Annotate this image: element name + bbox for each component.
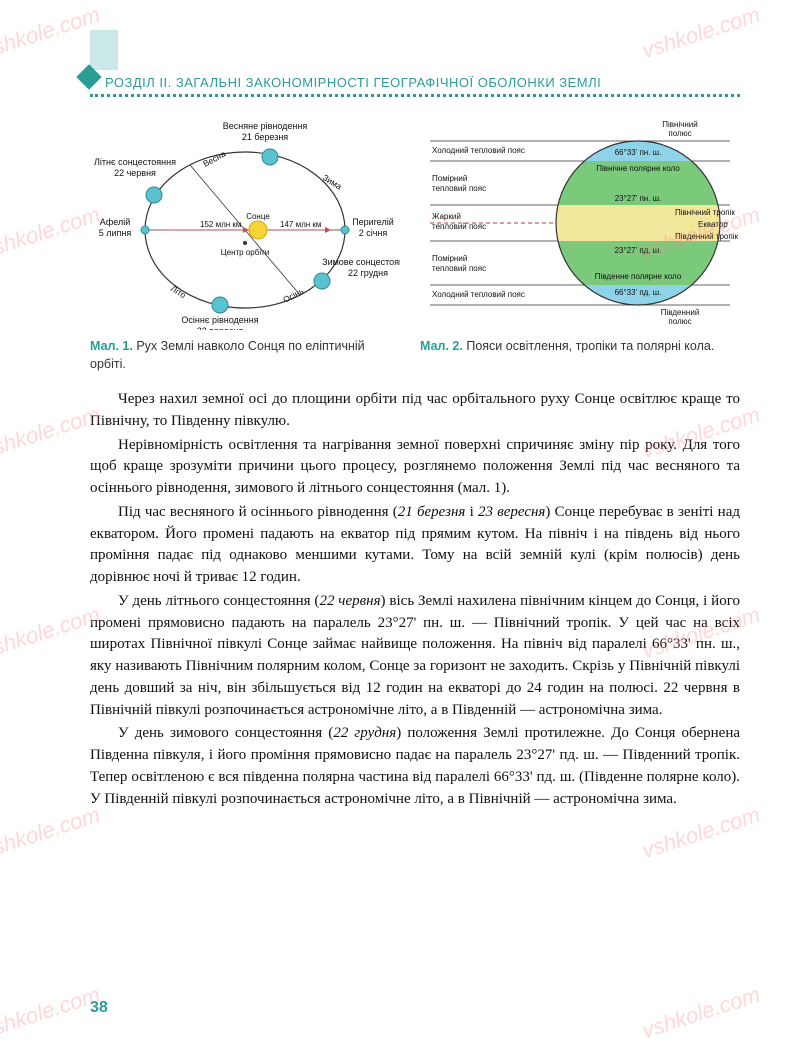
lat-2327s: 23°27' пд. ш.	[615, 246, 662, 255]
fig2-caption-text: Пояси освітлення, тропіки та полярні кол…	[466, 339, 714, 353]
fig2-caption: Мал. 2. Пояси освітлення, тропіки та пол…	[420, 338, 740, 356]
cold-belt-n: Холодний тепловий пояс	[432, 146, 525, 155]
para-1: Через нахил земної осі до площини орбіти…	[90, 389, 740, 433]
north-pole: Північнийполюс	[662, 120, 698, 138]
south-pole: Південнийполюс	[661, 308, 700, 326]
equator: Екватор	[698, 220, 728, 229]
n-tropic: Північний тропік	[675, 208, 735, 217]
fig1-caption: Мал. 1. Рух Землі навколо Сонця по еліпт…	[90, 338, 400, 373]
autumn-eq-date: 23 вересня	[197, 326, 244, 330]
perihelion-dist: 147 млн км	[280, 220, 321, 229]
season-spring: Весна	[201, 149, 227, 169]
zones-diagram: Холодний тепловий пояс Помірнийтепловий …	[420, 115, 740, 330]
s-tropic: Південний тропік	[675, 232, 738, 241]
aphelion-label: Афелій	[100, 217, 131, 227]
lat-6633n: 66°33' пн. ш.	[615, 148, 662, 157]
sun-label: Сонце	[246, 212, 270, 221]
antarctic-circle: Південне полярне коло	[595, 272, 682, 281]
autumn-eq-label: Осіннє рівнодення	[181, 315, 258, 325]
para-4: У день літнього сонцестояння (22 червня)…	[90, 591, 740, 722]
para-3: Під час весняного й осіннього рівнодення…	[90, 502, 740, 589]
temp-belt-s: Помірнийтепловий пояс	[432, 254, 486, 273]
orbit-diagram: Сонце Центр орбіти 152 млн км 147 млн км…	[90, 115, 400, 330]
para-5: У день зимового сонцестояння (22 грудня)…	[90, 723, 740, 810]
figure-zones: Холодний тепловий пояс Помірнийтепловий …	[420, 115, 740, 373]
header-tab-decor	[90, 30, 118, 70]
hot-belt: Жаркийтепловий пояс	[432, 212, 486, 231]
aphelion-dist: 152 млн км	[200, 220, 241, 229]
page-number: 38	[90, 999, 108, 1017]
perihelion-label: Перигелій	[352, 217, 394, 227]
lat-2327n: 23°27' пн. ш.	[615, 194, 662, 203]
winter-sol-label: Зимове сонцестояння	[322, 257, 400, 267]
cold-belt-s: Холодний тепловий пояс	[432, 290, 525, 299]
aphelion-date: 5 липня	[99, 228, 132, 238]
header-rule	[90, 94, 740, 97]
season-summer: Літо	[169, 283, 188, 300]
perihelion-date: 2 січня	[359, 228, 388, 238]
spring-eq-date: 21 березня	[242, 132, 288, 142]
temp-belt-n: Помірнийтепловий пояс	[432, 174, 486, 193]
winter-sol-date: 22 грудня	[348, 268, 388, 278]
season-autumn: Осінь	[281, 285, 306, 304]
season-winter: Зима	[321, 172, 344, 191]
summer-sol-date: 22 червня	[114, 168, 156, 178]
fig2-caption-lead: Мал. 2.	[420, 339, 463, 353]
figure-orbit: Сонце Центр орбіти 152 млн км 147 млн км…	[90, 115, 400, 373]
spring-eq-label: Весняне рівнодення	[223, 121, 308, 131]
body-text: Через нахил земної осі до площини орбіти…	[90, 389, 740, 810]
arctic-circle: Північне полярне коло	[596, 164, 680, 173]
fig1-caption-lead: Мал. 1.	[90, 339, 133, 353]
lat-6633s: 66°33' пд. ш.	[615, 288, 662, 297]
section-header: РОЗДІЛ II. ЗАГАЛЬНІ ЗАКОНОМІРНОСТІ ГЕОГР…	[105, 75, 740, 90]
center-label: Центр орбіти	[221, 248, 270, 257]
para-2: Нерівномірність освітлення та нагрівання…	[90, 435, 740, 500]
summer-sol-label: Літнє сонцестояння	[94, 157, 176, 167]
